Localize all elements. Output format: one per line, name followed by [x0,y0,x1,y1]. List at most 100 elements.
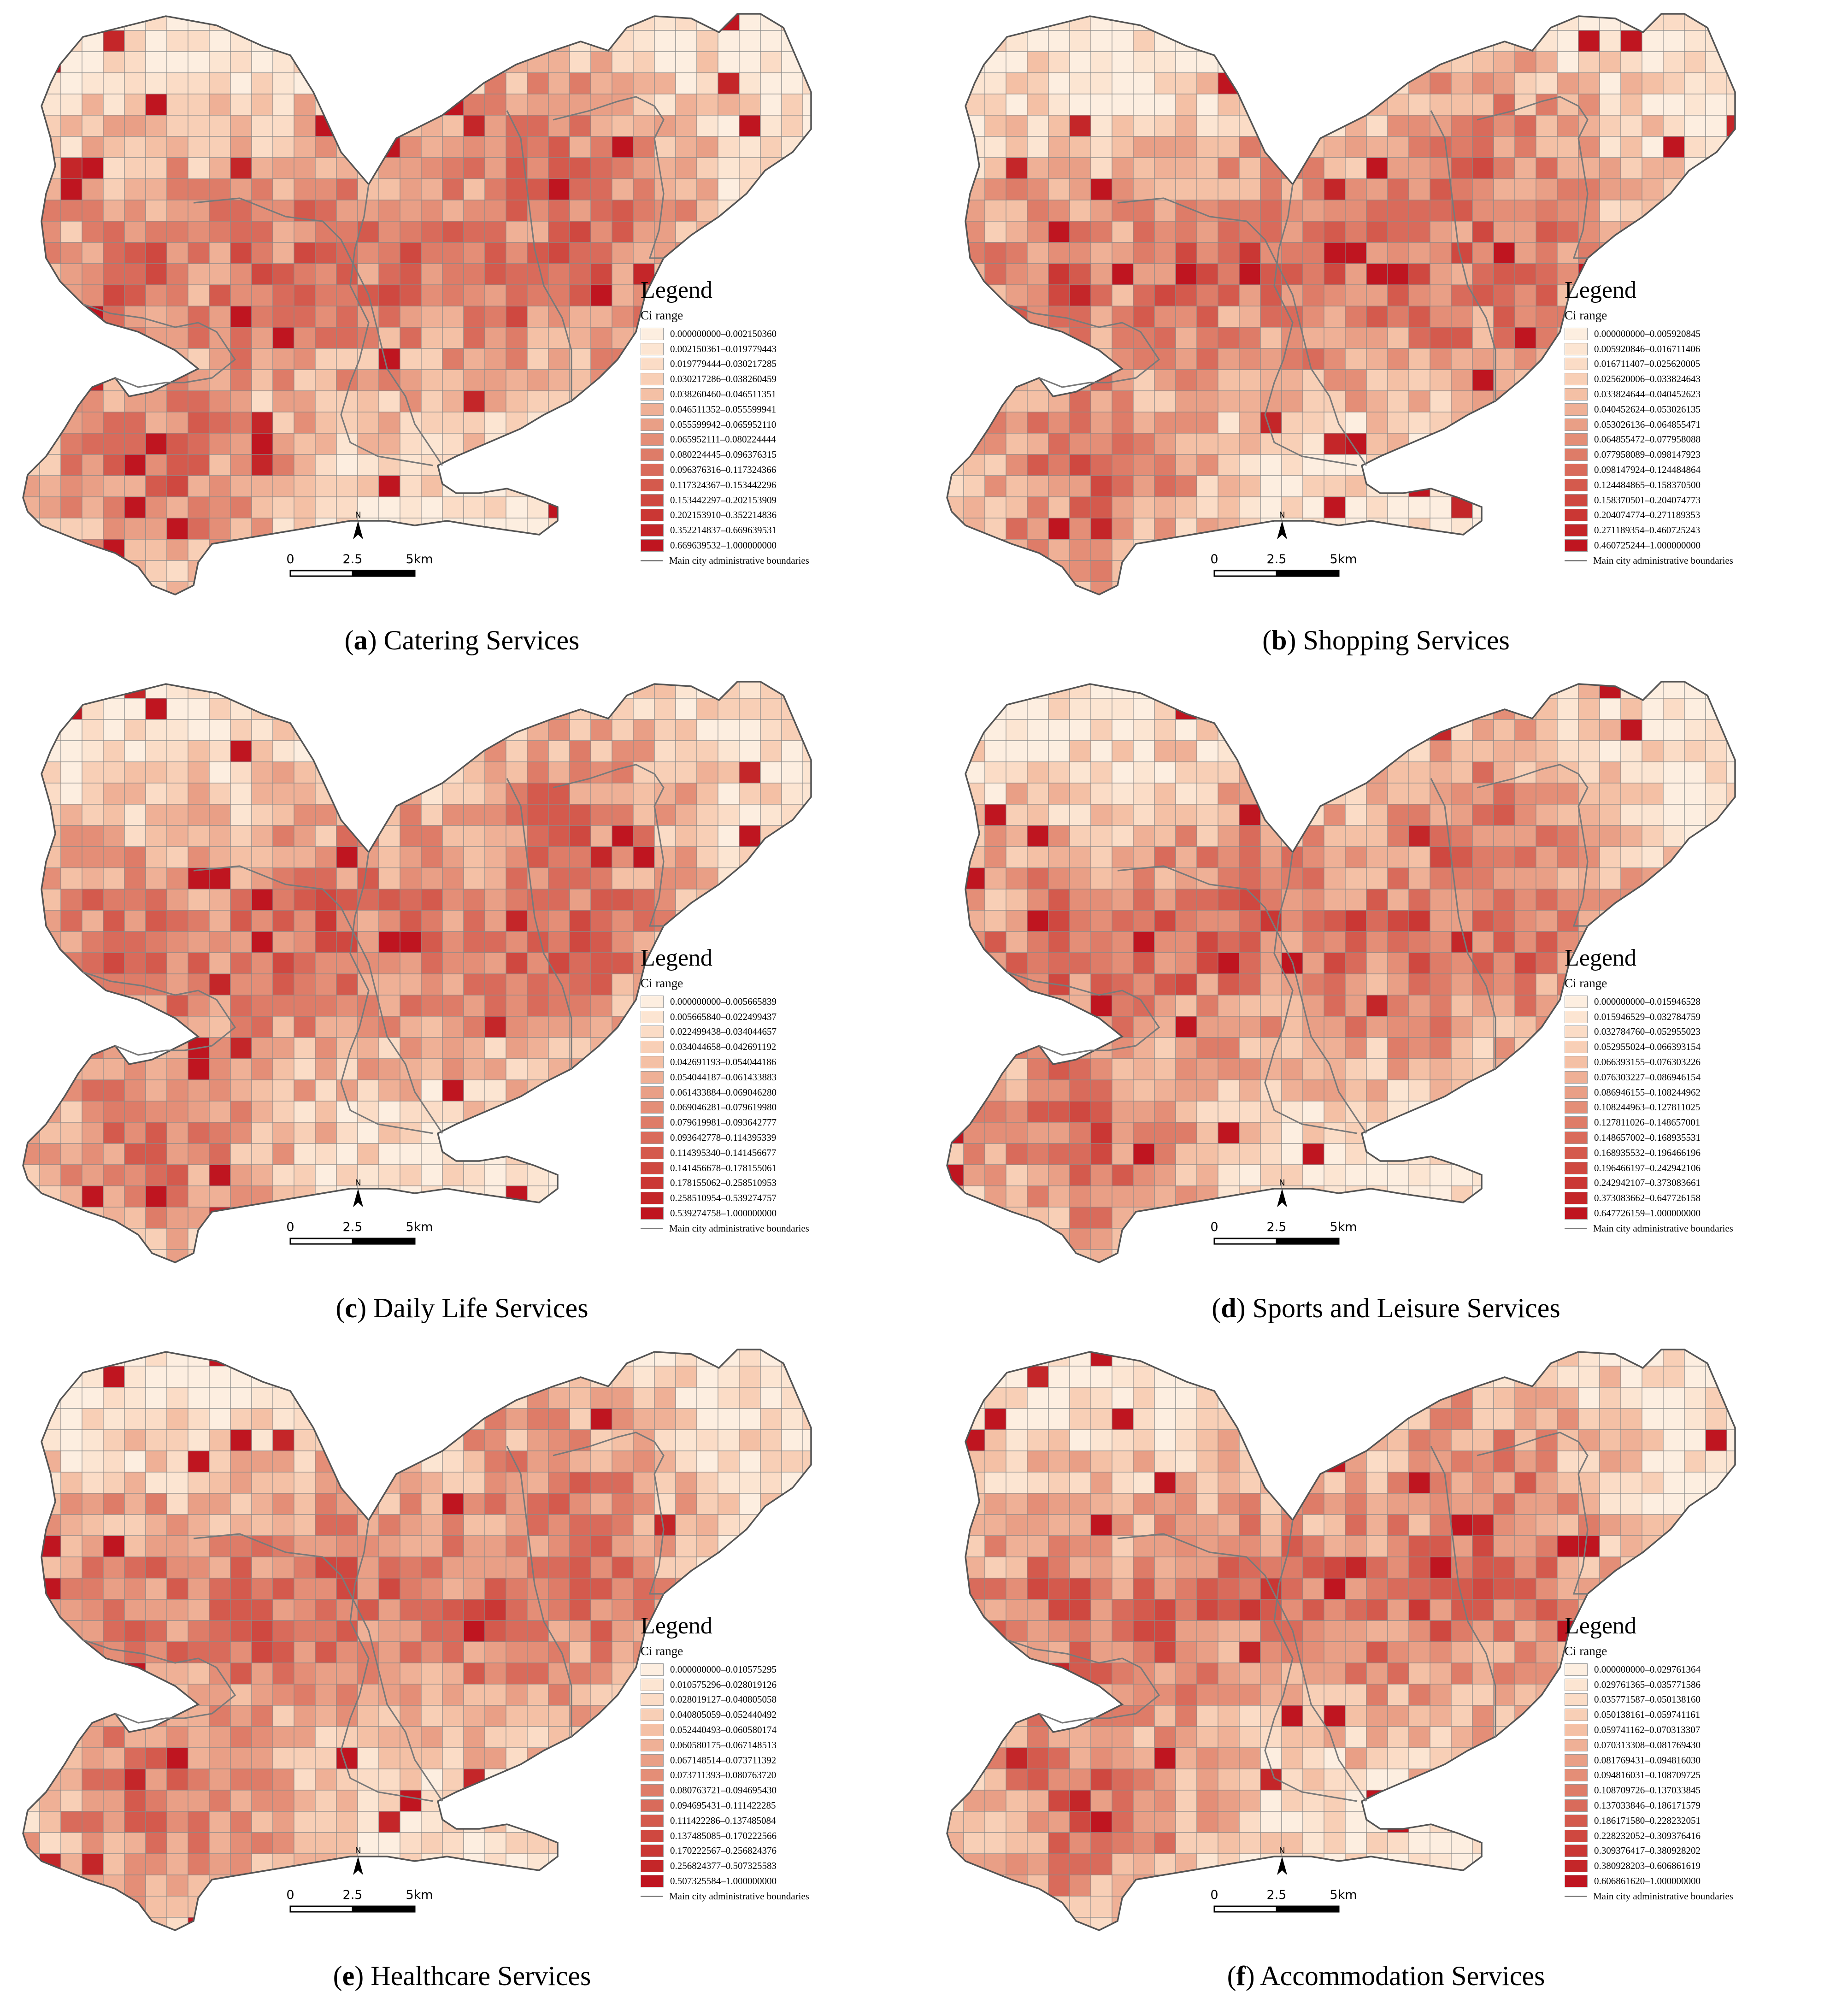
grid-cell [696,1450,718,1473]
grid-cell [1154,1101,1176,1123]
grid-cell [294,454,316,476]
grid-cell [1133,783,1155,805]
grid-cell [1387,178,1409,200]
grid-cell [272,1747,294,1769]
grid-cell [294,390,316,413]
grid-cell [1302,1684,1324,1706]
grid-cell [1048,136,1070,158]
grid-cell [1133,433,1155,455]
grid-cell [1642,761,1664,784]
grid-cell [230,1450,252,1473]
grid-cell [1090,1832,1112,1854]
grid-cell [718,719,740,741]
legend-label: 0.094816031–0.108709725 [1594,1769,1701,1781]
grid-cell [230,1853,252,1875]
grid-cell [1408,1079,1430,1102]
grid-cell [739,1366,761,1388]
grid-cell [1196,1705,1218,1727]
grid-cell [1684,698,1706,720]
grid-cell [527,475,549,497]
grid-cell [1006,1747,1028,1769]
grid-cell [421,306,443,328]
grid-cell [1154,454,1176,476]
grid-cell [1218,910,1240,932]
grid-cell [1048,804,1070,826]
grid-cell [188,783,210,805]
grid-cell [1345,1620,1367,1642]
grid-cell [1006,157,1028,179]
grid-cell [1218,1556,1240,1579]
legend-swatch [1565,1709,1588,1721]
grid-cell [654,740,676,762]
grid-cell [1281,1790,1303,1812]
grid-cell [1175,1079,1197,1102]
grid-cell [1345,1101,1367,1123]
legend-boundary-label: Main city administrative boundaries [1593,1890,1733,1902]
grid-cell [1175,1556,1197,1579]
grid-cell [60,889,82,911]
grid-cell [506,867,528,890]
scale-segment [1213,1905,1277,1913]
grid-cell [1090,1578,1112,1600]
legend-item: 0.186171580–0.228232051 [1565,1813,1841,1828]
grid-cell [1239,1535,1261,1557]
grid-cell [1430,910,1452,932]
grid-cell [82,475,104,497]
grid-cell [272,1811,294,1833]
grid-cell [230,284,252,306]
grid-cell [1027,496,1049,519]
grid-cell [442,1768,464,1791]
grid-cell [166,973,188,996]
grid-cell [569,1684,591,1706]
grid-cell [1472,719,1494,741]
grid-cell [1175,1493,1197,1515]
grid-cell [548,1832,570,1854]
district-boundary [193,865,443,1134]
grid-cell [1112,1249,1134,1262]
grid-cell [548,1387,570,1409]
grid-cell [1451,115,1473,137]
grid-cell [1154,1578,1176,1600]
grid-cell [1536,783,1558,805]
grid-cell [1408,348,1430,370]
grid-cell [209,1122,231,1144]
grid-cell [1451,496,1473,519]
grid-cell [781,1493,803,1515]
grid-cell [1281,1143,1303,1165]
grid-cell [1514,889,1536,911]
grid-cell [1006,1599,1028,1621]
grid-cell [166,1058,188,1080]
grid-cell [1514,1705,1536,1727]
district-boundary [82,971,236,1056]
grid-cell [1175,1578,1197,1600]
grid-cell [294,263,316,285]
grid-cell [1069,1853,1091,1875]
grid-cell [1133,719,1155,741]
grid-cell [400,115,422,137]
grid-cell [124,178,146,200]
grid-cell [1281,1662,1303,1685]
grid-cell [1451,157,1473,179]
legend-swatch [1565,1784,1588,1797]
grid-cell [1557,867,1579,890]
grid-cell [675,1366,697,1388]
grid-cell [1154,221,1176,243]
grid-cell [124,804,146,826]
grid-cell [1514,115,1536,137]
grid-cell [60,94,82,116]
grid-cell [1112,682,1134,699]
grid-cell [1048,1874,1070,1897]
grid-cell [1239,1662,1261,1685]
grid-cell [1090,952,1112,974]
grid-cell [1599,51,1621,73]
panel-c: N 0 2.5 5km Legend Ci range 0.000000000–0.0… [0,668,924,1336]
grid-cell [1133,889,1155,911]
grid-cell [1451,995,1473,1017]
grid-cell [1133,1832,1155,1854]
grid-cell [1557,221,1579,243]
grid-cell [103,1535,125,1557]
grid-cell [230,475,252,497]
grid-cell [484,94,506,116]
legend-label: 0.010575296–0.028019126 [670,1679,777,1690]
grid-cell [675,825,697,847]
